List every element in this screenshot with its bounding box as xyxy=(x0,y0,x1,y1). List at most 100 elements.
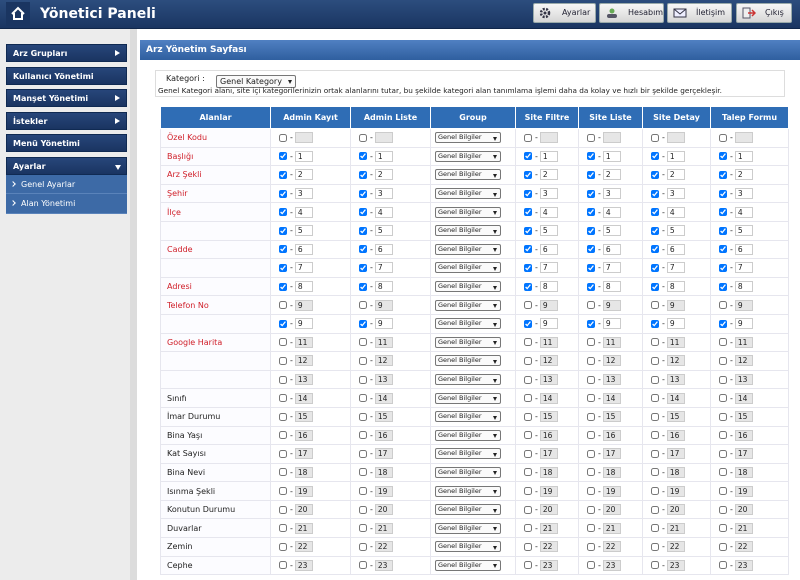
checkbox[interactable] xyxy=(651,208,659,217)
order-input[interactable]: 6 xyxy=(666,243,685,255)
order-input[interactable]: 1 xyxy=(294,150,313,162)
checkbox[interactable] xyxy=(524,301,532,310)
group-select[interactable]: Genel Bilgiler xyxy=(435,429,501,441)
order-input[interactable]: 17 xyxy=(539,448,558,460)
order-input[interactable]: 21 xyxy=(539,522,558,534)
checkbox[interactable] xyxy=(651,375,659,384)
order-input[interactable]: 8 xyxy=(294,281,313,293)
checkbox[interactable] xyxy=(587,505,595,514)
checkbox[interactable] xyxy=(587,301,595,310)
checkbox[interactable] xyxy=(279,319,287,328)
order-input[interactable]: 2 xyxy=(602,169,621,181)
checkbox[interactable] xyxy=(359,263,367,272)
order-input[interactable]: 21 xyxy=(734,522,753,534)
order-input[interactable]: 7 xyxy=(374,262,393,274)
checkbox[interactable] xyxy=(587,338,595,347)
checkbox[interactable] xyxy=(279,133,287,142)
order-input[interactable]: 5 xyxy=(294,225,313,237)
checkbox[interactable] xyxy=(359,412,367,421)
group-select[interactable]: Genel Bilgiler xyxy=(435,504,501,516)
order-input[interactable]: 22 xyxy=(539,541,558,553)
order-input[interactable]: 2 xyxy=(374,169,393,181)
checkbox[interactable] xyxy=(719,133,727,142)
checkbox[interactable] xyxy=(587,524,595,533)
order-input[interactable]: 1 xyxy=(539,150,558,162)
order-input[interactable]: 18 xyxy=(294,466,313,478)
checkbox[interactable] xyxy=(359,282,367,291)
checkbox[interactable] xyxy=(719,487,727,496)
menu-item[interactable]: Manşet Yönetimi xyxy=(6,89,127,107)
order-input[interactable]: 9 xyxy=(666,318,685,330)
order-input[interactable]: 15 xyxy=(666,411,685,423)
checkbox[interactable] xyxy=(651,319,659,328)
order-input[interactable]: 6 xyxy=(294,243,313,255)
order-input[interactable]: 9 xyxy=(294,318,313,330)
group-select[interactable]: Genel Bilgiler xyxy=(435,299,501,311)
checkbox[interactable] xyxy=(651,561,659,570)
checkbox[interactable] xyxy=(279,338,287,347)
order-input[interactable]: 13 xyxy=(734,374,753,386)
order-input[interactable]: 9 xyxy=(539,299,558,311)
order-input[interactable]: 15 xyxy=(374,411,393,423)
checkbox[interactable] xyxy=(719,152,727,161)
group-select[interactable]: Genel Bilgiler xyxy=(435,374,501,386)
checkbox[interactable] xyxy=(359,468,367,477)
checkbox[interactable] xyxy=(359,152,367,161)
order-input[interactable]: 5 xyxy=(374,225,393,237)
order-input[interactable]: 12 xyxy=(539,355,558,367)
order-input[interactable]: 6 xyxy=(374,243,393,255)
checkbox[interactable] xyxy=(651,505,659,514)
checkbox[interactable] xyxy=(651,189,659,198)
order-input[interactable]: 5 xyxy=(539,225,558,237)
order-input[interactable] xyxy=(734,132,753,144)
checkbox[interactable] xyxy=(279,524,287,533)
checkbox[interactable] xyxy=(524,319,532,328)
order-input[interactable]: 3 xyxy=(374,188,393,200)
group-select[interactable]: Genel Bilgiler xyxy=(435,225,501,237)
checkbox[interactable] xyxy=(651,226,659,235)
order-input[interactable]: 11 xyxy=(666,336,685,348)
checkbox[interactable] xyxy=(719,561,727,570)
checkbox[interactable] xyxy=(279,263,287,272)
group-select[interactable]: Genel Bilgiler xyxy=(435,150,501,162)
order-input[interactable]: 5 xyxy=(666,225,685,237)
order-input[interactable]: 7 xyxy=(602,262,621,274)
order-input[interactable]: 14 xyxy=(539,392,558,404)
order-input[interactable]: 9 xyxy=(602,318,621,330)
checkbox[interactable] xyxy=(651,449,659,458)
checkbox[interactable] xyxy=(524,263,532,272)
order-input[interactable]: 2 xyxy=(294,169,313,181)
checkbox[interactable] xyxy=(651,152,659,161)
checkbox[interactable] xyxy=(524,542,532,551)
order-input[interactable]: 7 xyxy=(539,262,558,274)
checkbox[interactable] xyxy=(524,338,532,347)
checkbox[interactable] xyxy=(651,394,659,403)
order-input[interactable]: 9 xyxy=(734,318,753,330)
group-select[interactable]: Genel Bilgiler xyxy=(435,336,501,348)
order-input[interactable]: 3 xyxy=(294,188,313,200)
checkbox[interactable] xyxy=(719,449,727,458)
logout-button[interactable]: Çıkış xyxy=(736,3,792,23)
menu-item[interactable]: İstekler xyxy=(6,111,127,130)
checkbox[interactable] xyxy=(719,208,727,217)
checkbox[interactable] xyxy=(359,487,367,496)
checkbox[interactable] xyxy=(279,152,287,161)
order-input[interactable]: 14 xyxy=(666,392,685,404)
order-input[interactable]: 3 xyxy=(539,188,558,200)
checkbox[interactable] xyxy=(359,356,367,365)
checkbox[interactable] xyxy=(719,431,727,440)
checkbox[interactable] xyxy=(719,263,727,272)
checkbox[interactable] xyxy=(587,208,595,217)
checkbox[interactable] xyxy=(719,301,727,310)
order-input[interactable]: 16 xyxy=(602,429,621,441)
checkbox[interactable] xyxy=(279,505,287,514)
checkbox[interactable] xyxy=(524,505,532,514)
checkbox[interactable] xyxy=(524,449,532,458)
checkbox[interactable] xyxy=(651,245,659,254)
checkbox[interactable] xyxy=(587,449,595,458)
checkbox[interactable] xyxy=(359,561,367,570)
checkbox[interactable] xyxy=(524,468,532,477)
checkbox[interactable] xyxy=(524,561,532,570)
order-input[interactable]: 3 xyxy=(602,188,621,200)
order-input[interactable]: 20 xyxy=(539,504,558,516)
